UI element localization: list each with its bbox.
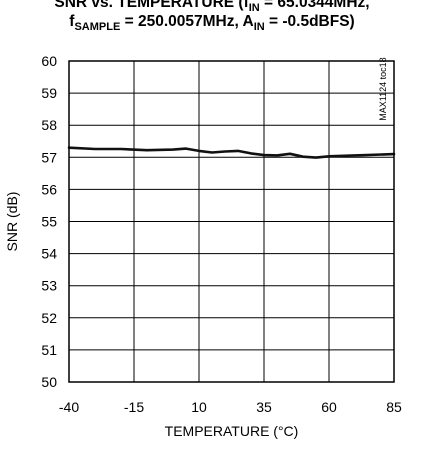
- series-layer: [67, 146, 396, 159]
- y-tick-label-56: 56: [41, 181, 57, 197]
- title-line2-part-3: IN: [253, 21, 265, 33]
- chart-title-line-2: fSAMPLE = 250.0057MHz, AIN = -0.5dBFS): [0, 13, 424, 33]
- title-line2-part-2: = 250.0057MHz, A: [120, 13, 254, 30]
- x-axis-label: TEMPERATURE (°C): [165, 423, 299, 439]
- y-tick-label-60: 60: [41, 53, 57, 69]
- x-tick-label-85: 85: [386, 399, 402, 415]
- title-line1-part-0: SNR vs. TEMPERATURE (f: [54, 0, 249, 11]
- title-line2-part-4: = -0.5dBFS): [264, 13, 355, 30]
- y-tick-label-58: 58: [41, 117, 57, 133]
- title-line1-part-2: = 65.0344MHz,: [259, 0, 370, 11]
- plot-frame: [68, 60, 395, 383]
- x-tick-labels: -40 -15 10 35 60 85: [59, 399, 402, 415]
- y-tick-labels: 50 51 52 53 54 55 56 57 58 59 60: [41, 53, 57, 390]
- title-line2-part-0: f: [69, 13, 75, 30]
- y-tick-label-52: 52: [41, 310, 57, 326]
- x-tick-label--15: -15: [124, 399, 144, 415]
- y-axis-label: SNR (dB): [4, 192, 20, 252]
- x-tick-label-60: 60: [321, 399, 337, 415]
- title-line1-part-1: IN: [248, 2, 260, 14]
- y-tick-label-50: 50: [41, 374, 57, 390]
- title-line2-part-1: SAMPLE: [74, 21, 121, 33]
- x-tick-label-10: 10: [191, 399, 207, 415]
- x-tick-label-35: 35: [256, 399, 272, 415]
- grid: [68, 60, 395, 383]
- series-line-0: [67, 146, 396, 159]
- y-tick-label-55: 55: [41, 214, 57, 230]
- chart-title-line-1: SNR vs. TEMPERATURE (fIN = 65.0344MHz,: [0, 0, 424, 14]
- y-tick-label-51: 51: [41, 342, 57, 358]
- figure-id-annotation: MAX1124 toc18: [378, 57, 388, 120]
- y-tick-label-59: 59: [41, 85, 57, 101]
- y-tick-label-53: 53: [41, 278, 57, 294]
- x-tick-label--40: -40: [59, 399, 79, 415]
- y-tick-label-54: 54: [41, 246, 57, 262]
- y-tick-label-57: 57: [41, 149, 57, 165]
